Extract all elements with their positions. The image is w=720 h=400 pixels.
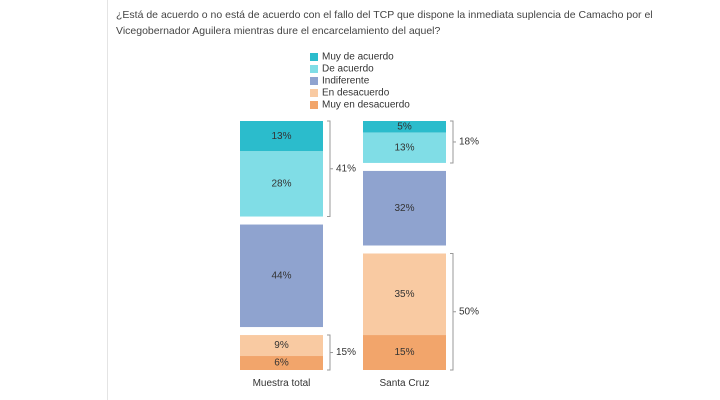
value-label: 13% bbox=[271, 131, 291, 142]
panel bbox=[107, 0, 720, 400]
bracket bbox=[327, 334, 331, 371]
bar-segment bbox=[240, 335, 323, 357]
legend-swatch bbox=[310, 89, 318, 97]
bar-segment bbox=[240, 224, 323, 328]
bar-segment bbox=[363, 335, 446, 370]
value-label: 9% bbox=[274, 340, 289, 351]
bar-segment bbox=[363, 170, 446, 246]
value-label: 15% bbox=[394, 347, 414, 358]
x-tick-label: Santa Cruz bbox=[379, 378, 430, 389]
value-label: 5% bbox=[397, 121, 412, 132]
legend-swatch bbox=[310, 53, 318, 61]
legend-label: En desacuerdo bbox=[322, 88, 390, 99]
value-label: 6% bbox=[274, 358, 289, 369]
bar-segment bbox=[363, 121, 446, 133]
value-label: 44% bbox=[271, 270, 291, 281]
bar-segment bbox=[240, 121, 323, 152]
legend-label: Muy en desacuerdo bbox=[322, 100, 410, 111]
bar-segment bbox=[363, 253, 446, 336]
bracket bbox=[450, 253, 454, 371]
legend-label: De acuerdo bbox=[322, 64, 374, 75]
bracket bbox=[327, 120, 331, 218]
bracket-label: 15% bbox=[336, 347, 356, 358]
legend-label: Indiferente bbox=[322, 76, 370, 87]
value-label: 35% bbox=[394, 289, 414, 300]
value-label: 28% bbox=[271, 179, 291, 190]
bar-segment bbox=[240, 151, 323, 217]
bracket bbox=[450, 120, 454, 164]
bracket-label: 50% bbox=[459, 306, 479, 317]
bar-segment bbox=[363, 132, 446, 163]
legend-swatch bbox=[310, 65, 318, 73]
value-label: 13% bbox=[394, 142, 414, 153]
legend-swatch bbox=[310, 101, 318, 109]
legend-label: Muy de acuerdo bbox=[322, 52, 394, 63]
bracket-label: 41% bbox=[336, 163, 356, 174]
bar-segment bbox=[240, 356, 323, 370]
legend-swatch bbox=[310, 77, 318, 85]
x-tick-label: Muestra total bbox=[252, 378, 311, 389]
chart-title: ¿Está de acuerdo o no está de acuerdo co… bbox=[116, 9, 653, 37]
bracket-label: 18% bbox=[459, 137, 479, 148]
value-label: 32% bbox=[394, 203, 414, 214]
